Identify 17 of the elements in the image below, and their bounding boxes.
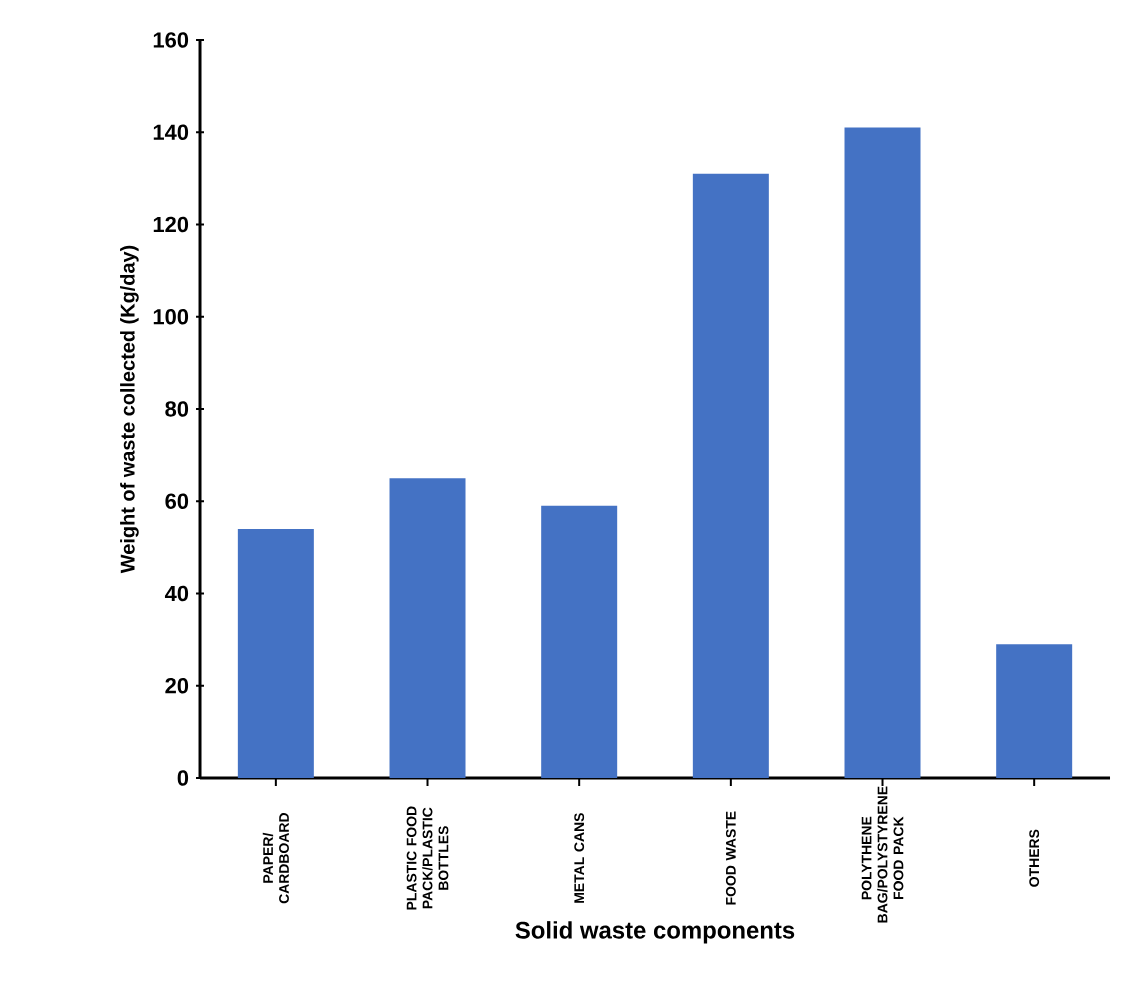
x-axis-title: Solid waste components — [515, 921, 795, 944]
bar — [237, 528, 314, 778]
bar — [541, 505, 618, 778]
y-axis-title: Weight of waste collected (Kg/day) — [120, 245, 139, 574]
bar — [692, 173, 769, 778]
bar — [389, 478, 466, 778]
y-tick-label: 80 — [165, 401, 189, 417]
y-tick-label: 0 — [177, 770, 189, 786]
y-tick-label: 160 — [153, 32, 189, 48]
bar — [844, 127, 921, 778]
bar — [996, 644, 1073, 778]
y-tick-label: 100 — [153, 308, 189, 325]
y-tick-label: 40 — [164, 585, 189, 602]
y-tick-label: 20 — [165, 677, 189, 694]
y-tick-label: 140 — [153, 124, 189, 140]
y-tick-label: 120 — [153, 216, 189, 233]
y-tick-label: 60 — [165, 493, 189, 509]
